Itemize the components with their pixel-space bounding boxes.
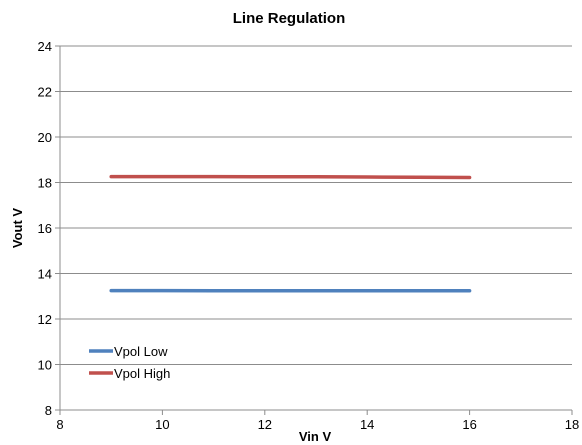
y-tick-label: 14 (38, 267, 52, 282)
x-tick-label: 16 (462, 417, 476, 432)
y-tick-labels: 8 10 12 14 16 18 20 22 24 (38, 39, 52, 418)
x-tick-labels: 8 10 12 14 16 18 (56, 417, 579, 432)
y-axis-title: Vout V (10, 208, 25, 249)
x-tick-label: 12 (258, 417, 272, 432)
series-line-vpol-high (109, 174, 472, 180)
y-tick-label: 10 (38, 358, 52, 373)
legend: Vpol Low Vpol High (89, 344, 170, 381)
x-tick-label: 10 (155, 417, 169, 432)
y-tick-label: 18 (38, 176, 52, 191)
y-tick-label: 22 (38, 85, 52, 100)
y-tick-label: 20 (38, 130, 52, 145)
y-tick-label: 8 (45, 403, 52, 418)
legend-label: Vpol Low (114, 344, 168, 359)
y-tick-label: 12 (38, 312, 52, 327)
series-lines (109, 174, 472, 293)
chart-title: Line Regulation (233, 10, 346, 27)
axes (55, 45, 573, 415)
y-tick-label: 24 (38, 39, 52, 54)
x-tick-label: 18 (565, 417, 579, 432)
x-tick-label: 14 (360, 417, 374, 432)
gridlines (60, 45, 572, 365)
legend-label: Vpol High (114, 366, 170, 381)
x-axis-title: Vin V (299, 429, 332, 444)
y-tick-label: 16 (38, 221, 52, 236)
x-tick-label: 8 (56, 417, 63, 432)
